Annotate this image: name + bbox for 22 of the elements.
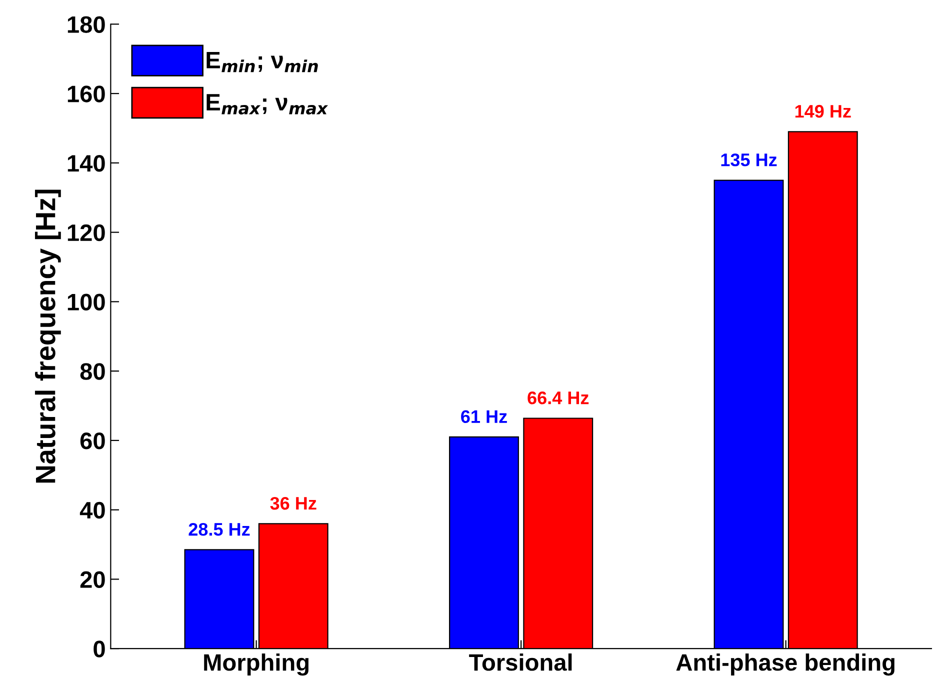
legend-label: E$_{min}$; ν$_{min}$	[206, 52, 318, 72]
y-tick-label: 0	[94, 640, 105, 658]
y-tick-label: 20	[80, 571, 105, 588]
y-tick-label: 80	[80, 363, 105, 380]
y-tick-label: 100	[68, 294, 105, 310]
y-tick-label: 140	[68, 154, 105, 172]
y-tick-label: 180	[68, 16, 105, 33]
y-tick-label: 60	[80, 432, 105, 450]
y-tick-label: 160	[68, 86, 105, 102]
data-label: 66.4 Hz	[528, 391, 589, 404]
y-tick-label: 40	[80, 502, 105, 519]
x-tick-label: Torsional	[469, 653, 572, 671]
legend-label: E$_{max}$; ν$_{max}$	[206, 94, 328, 115]
x-tick-label: Morphing	[204, 653, 308, 676]
data-label: 135 Hz	[721, 154, 777, 166]
data-label: 28.5 Hz	[188, 522, 250, 536]
x-tick-label: Anti-phase bending	[676, 653, 894, 676]
data-label: 36 Hz	[270, 496, 316, 510]
data-label: 149 Hz	[795, 104, 851, 118]
y-axis-title: Natural frequency [Hz]	[34, 190, 61, 483]
y-tick-label: 120	[68, 224, 105, 242]
data-label: 61 Hz	[461, 410, 507, 424]
